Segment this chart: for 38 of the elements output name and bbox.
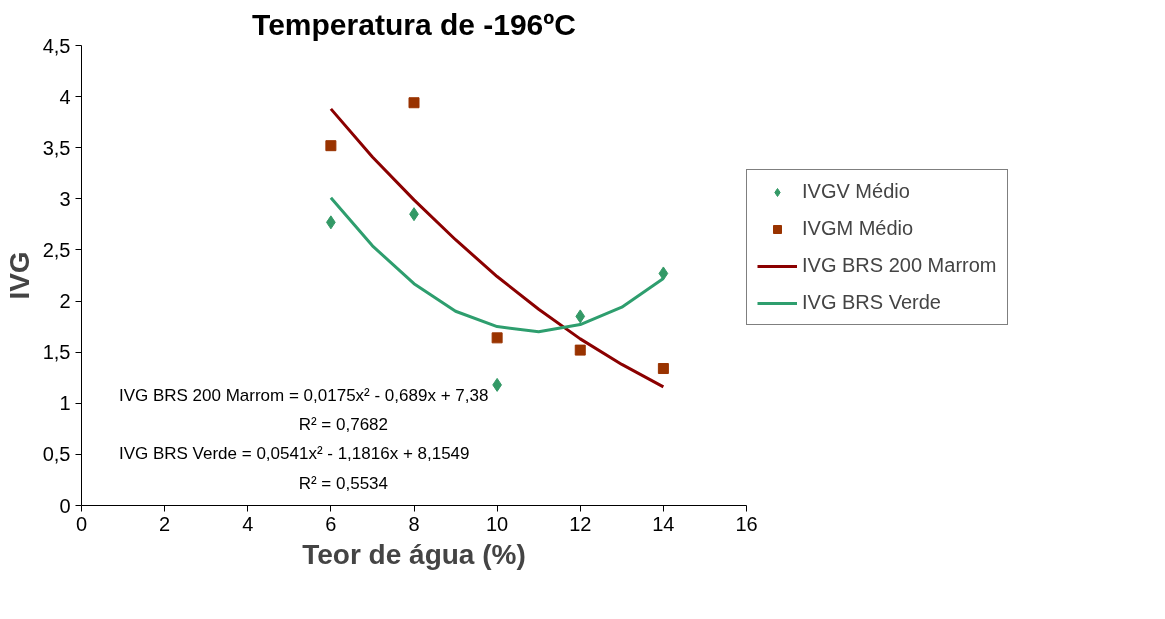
legend-label: IVGM Médio [802,217,914,240]
x-tick-label: 0 [75,512,88,535]
y-tick-label: 1 [59,392,71,415]
x-tick-label: 14 [652,512,675,535]
annotation: IVG BRS 200 Marrom = 0,0175x² - 0,689x + 7,38 [118,386,489,406]
y-tick-label: 0,5 [42,443,71,466]
legend-label: IVG BRS Verde [802,291,941,314]
x-tick-label: 8 [408,512,420,535]
x-tick-label: 10 [486,512,509,535]
x-tick-label: 6 [325,512,337,535]
point [574,344,586,356]
legend-label: IVG BRS 200 Marrom [802,254,997,277]
y-tick-label: 2,5 [42,238,71,261]
y-tick-label: 2 [59,290,71,313]
y-axis-title: IVG [3,251,35,300]
annotation: IVG BRS Verde = 0,0541x² - 1,1816x + 8,1549 [118,443,470,463]
y-tick-label: 4,5 [42,34,71,57]
y-tick-label: 1,5 [42,341,71,364]
annotation: R² = 0,5534 [298,474,388,494]
y-tick-label: 3,5 [42,136,71,159]
x-tick-label: 12 [569,512,592,535]
y-tick-label: 3 [59,187,71,210]
x-axis-title: Teor de água (%) [302,538,526,570]
point [325,140,337,152]
x-tick-label: 2 [159,512,171,535]
line-series [329,107,665,389]
point [491,332,503,344]
point [657,363,669,375]
legend-label: IVGV Médio [802,180,910,203]
point [408,97,420,109]
x-tick-label: 4 [242,512,254,535]
point [658,266,669,281]
x-tick-label: 16 [735,512,758,535]
y-tick-label: 0 [59,494,71,517]
point [575,309,586,324]
annotation: R² = 0,7682 [298,414,388,434]
chart-title: Temperatura de -196ºC [252,7,576,41]
y-tick-label: 4 [59,85,71,108]
